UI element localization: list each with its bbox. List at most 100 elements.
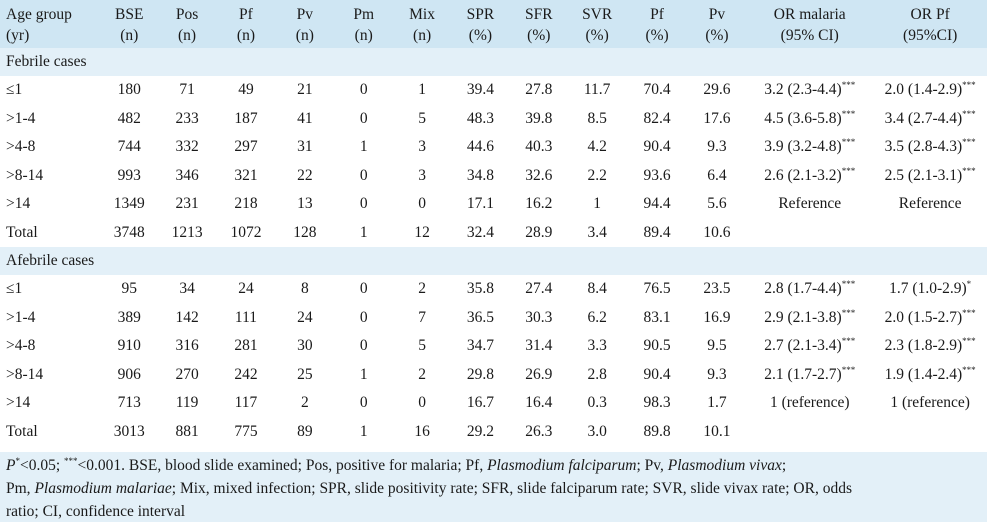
table-cell: 321 [234,166,258,184]
table-cell: 44.6 [466,138,494,156]
footnote-line-3: ratio; CI, confidence interval [6,503,186,520]
table-row: Total 3748 1213 1072 128 1 12 32.4 28.9 3.4 89.4 10… [0,219,987,248]
table-cell: 16.7 [466,394,494,412]
odds-ratio-value: 1.7 (1.0-2.9) [889,280,967,298]
column-header-unit: (%) [527,27,551,44]
column-header-title: OR malaria [773,6,846,23]
table-row: >8-14 906 270 242 25 1 2 29.8 26.9 2.8 90.4 9.3 2.1 … [0,361,987,390]
column-header-title: Pf [239,6,253,23]
or-pf-cell: 2.3 (1.8-2.9)*** [873,332,987,361]
column-header-title: SPR [466,6,495,23]
table-cell: 12 [414,223,430,241]
age-group-cell: >4-8 [6,138,36,156]
table-cell: 32.6 [525,166,553,184]
table-cell: 30.3 [525,308,553,326]
or-pf-cell: Reference [873,190,987,219]
table-cell: 32.4 [466,223,494,241]
table-cell: 297 [234,138,258,156]
table-cell: 119 [175,394,199,412]
table-cell: 1 [418,81,426,99]
table-cell: 8.5 [587,109,607,127]
column-header: Pos (n) [157,0,216,48]
table-cell: 34 [179,280,195,298]
odds-ratio-value: 2.9 (2.1-3.8) [764,308,842,326]
table-cell: 34.7 [466,337,494,355]
column-header-unit: (n) [354,27,373,44]
table-cell: 281 [234,337,258,355]
table-cell: 39.8 [525,109,553,127]
or-pf-cell: 1 (reference) [873,389,987,418]
table-cell: 36.5 [466,308,494,326]
or-malaria-cell [746,418,873,447]
table-cell: 389 [117,308,141,326]
table-cell: 482 [117,109,141,127]
column-header: Age group (yr) [0,0,101,48]
column-header-title: Pos [175,6,199,23]
table-cell: 90.4 [643,365,671,383]
or-malaria-cell: 2.6 (2.1-3.2)*** [746,162,873,191]
table-cell: 0.3 [587,394,607,412]
age-group-cell: >14 [6,195,31,213]
table-cell: 40.3 [525,138,553,156]
table-cell: 9.3 [707,138,727,156]
table-cell: 5.6 [707,195,727,213]
table-cell: 242 [234,365,258,383]
table-cell: 48.3 [466,109,494,127]
odds-ratio-value: 2.6 (2.1-3.2) [764,166,842,184]
table-cell: 2.8 [587,365,607,383]
table-cell: 6.4 [707,166,727,184]
column-header: SPR (%) [451,0,509,48]
table-cell: 10.6 [703,223,731,241]
table-cell: 17.6 [703,109,731,127]
odds-ratio-value: 1 (reference) [890,394,970,412]
table-cell: 111 [234,308,257,326]
table-cell: 24 [238,280,254,298]
table-cell: 0 [359,166,368,184]
table-cell: 3.4 [587,223,607,241]
table-body: Febrile cases ≤1 180 71 49 21 0 1 39.4 27.8 11.7 70… [0,48,987,446]
table-cell: 28.9 [525,223,553,241]
column-header-title: SVR [582,6,613,23]
table-cell: 10.1 [703,422,731,440]
column-header-unit: (%) [585,27,609,44]
column-header: OR malaria (95% CI) [746,0,873,48]
age-group-cell: >4-8 [6,337,36,355]
table-cell: 8 [300,280,309,298]
table-row: >14 713 119 117 2 0 0 16.7 16.4 0.3 98.3 1.7 1 (refe… [0,389,987,418]
column-header-title: Mix [409,6,435,23]
table-cell: 910 [117,337,141,355]
odds-ratio-value: 2.7 (2.1-3.4) [764,337,842,355]
table-cell: 5 [418,109,426,127]
table-cell: 0 [359,109,368,127]
table-cell: 13 [297,195,313,213]
table-cell: 142 [175,308,199,326]
table-cell: 29.6 [703,81,731,99]
column-header-title: BSE [115,6,144,23]
table-cell: 231 [175,195,199,213]
or-malaria-cell: 2.7 (2.1-3.4)*** [746,332,873,361]
table-cell: 27.8 [525,81,553,99]
table-cell: 70.4 [643,81,671,99]
or-pf-cell: 3.4 (2.7-4.4)*** [873,105,987,134]
table-cell: 27.4 [525,280,553,298]
table-cell: 26.9 [525,365,553,383]
table-cell: 1 [359,365,368,383]
odds-ratio-value: 2.5 (2.1-3.1) [884,166,963,184]
age-group-cell: ≤1 [6,280,23,298]
table-cell: 29.8 [466,365,494,383]
table-row: Total 3013 881 775 89 1 16 29.2 26.3 3.0 89.8 10.1 [0,418,987,447]
table-cell: 187 [234,109,258,127]
table-row: >14 1349 231 218 13 0 0 17.1 16.2 1 94.4 5.6 Referen… [0,190,987,219]
table-cell: 49 [238,81,254,99]
table-cell: 1 [593,195,602,213]
odds-ratio-value: Reference [778,195,842,213]
table-cell: 5 [418,337,426,355]
table-cell: 993 [117,166,141,184]
table-cell: 316 [175,337,199,355]
odds-ratio-value: 3.9 (3.2-4.8) [764,138,842,156]
table-cell: 2 [300,394,309,412]
table-cell: 89 [297,422,313,440]
table-cell: 16 [414,422,430,440]
table-cell: 34.8 [466,166,494,184]
